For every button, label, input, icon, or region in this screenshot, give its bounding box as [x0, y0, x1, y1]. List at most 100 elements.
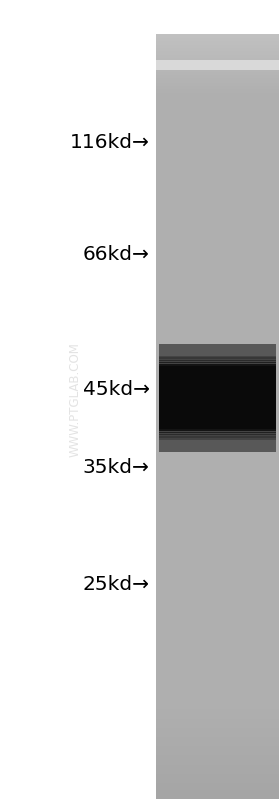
Bar	[156, 82, 279, 84]
Bar	[156, 767, 279, 769]
Bar	[156, 712, 279, 714]
Bar	[156, 36, 279, 37]
Bar	[156, 62, 279, 63]
Bar	[156, 71, 279, 73]
Bar	[159, 434, 276, 435]
Bar	[156, 40, 279, 41]
Text: 45kd→: 45kd→	[83, 380, 150, 400]
Bar	[159, 429, 276, 431]
Bar	[156, 61, 279, 62]
Bar	[156, 776, 279, 778]
Bar	[159, 431, 276, 433]
Bar	[159, 355, 276, 356]
Bar	[159, 350, 276, 352]
Bar	[156, 47, 279, 48]
Bar	[156, 785, 279, 788]
Bar	[156, 781, 279, 783]
Bar	[156, 93, 279, 95]
Bar	[156, 735, 279, 737]
Bar	[156, 67, 279, 68]
Bar	[159, 352, 276, 354]
Bar	[156, 725, 279, 728]
Bar	[156, 749, 279, 751]
Bar	[156, 38, 279, 40]
Bar	[156, 79, 279, 81]
Bar	[156, 737, 279, 739]
Bar	[159, 441, 276, 443]
Bar	[156, 88, 279, 89]
Bar	[156, 77, 279, 78]
Bar	[159, 439, 276, 440]
Bar	[156, 81, 279, 82]
Bar	[159, 443, 276, 445]
Bar	[159, 379, 276, 417]
Bar	[159, 344, 276, 451]
Bar	[156, 63, 279, 64]
Bar	[156, 751, 279, 753]
Text: 35kd→: 35kd→	[83, 458, 150, 477]
Bar	[156, 66, 279, 67]
Bar	[156, 792, 279, 794]
Bar	[156, 773, 279, 776]
Bar	[156, 762, 279, 765]
Bar	[156, 757, 279, 760]
Bar	[156, 68, 279, 70]
Bar	[156, 61, 279, 70]
Bar	[156, 73, 279, 74]
Bar	[156, 54, 279, 55]
Text: WWW.PTGLAB.COM: WWW.PTGLAB.COM	[69, 342, 82, 457]
Bar	[156, 91, 279, 92]
Bar	[159, 357, 276, 359]
Bar	[156, 42, 279, 44]
Bar	[156, 49, 279, 50]
Bar	[156, 778, 279, 781]
Bar	[156, 718, 279, 721]
Bar	[156, 52, 279, 53]
Bar	[159, 356, 276, 440]
Bar	[156, 746, 279, 749]
Bar	[156, 765, 279, 767]
Bar	[156, 92, 279, 93]
Bar	[156, 44, 279, 45]
Bar	[156, 64, 279, 66]
Bar	[156, 84, 279, 85]
Bar	[156, 50, 279, 51]
Bar	[156, 714, 279, 717]
Bar	[156, 85, 279, 86]
Bar	[156, 37, 279, 38]
Bar	[159, 365, 276, 431]
Bar	[156, 717, 279, 718]
Bar	[159, 360, 276, 361]
Bar	[159, 348, 276, 350]
Bar	[156, 59, 279, 60]
Text: 116kd→: 116kd→	[70, 133, 150, 152]
Bar	[159, 373, 276, 423]
Bar	[156, 74, 279, 75]
Bar	[156, 710, 279, 712]
Bar	[156, 45, 279, 46]
Bar	[156, 48, 279, 49]
Bar	[156, 739, 279, 741]
Bar	[156, 797, 279, 799]
Bar	[156, 75, 279, 77]
Bar	[159, 364, 276, 366]
Bar	[156, 41, 279, 42]
Bar	[156, 794, 279, 797]
Bar	[156, 788, 279, 790]
Bar	[156, 58, 279, 59]
Bar	[156, 755, 279, 757]
Text: 66kd→: 66kd→	[83, 244, 150, 264]
Text: 25kd→: 25kd→	[83, 575, 150, 594]
Bar	[159, 362, 276, 364]
Bar	[156, 730, 279, 733]
Bar	[156, 51, 279, 52]
Bar	[156, 34, 279, 799]
Bar	[156, 760, 279, 762]
Bar	[156, 34, 279, 36]
Bar	[156, 707, 279, 710]
Bar	[156, 721, 279, 723]
Bar	[156, 728, 279, 730]
Bar	[156, 53, 279, 54]
Bar	[159, 436, 276, 438]
Bar	[156, 744, 279, 746]
